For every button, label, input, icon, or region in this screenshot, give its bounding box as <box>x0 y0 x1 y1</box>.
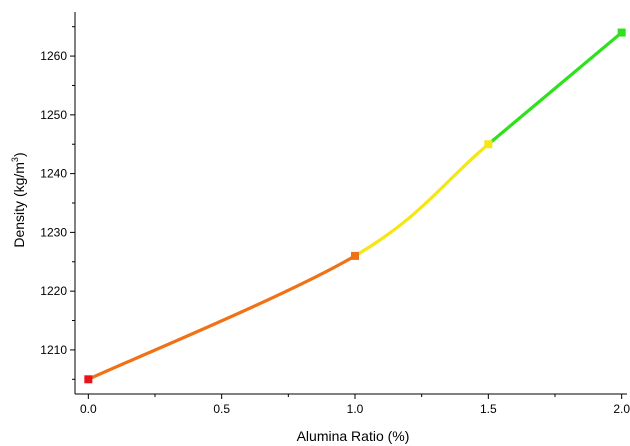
y-axis-title: Density (kg/m3) <box>10 152 27 247</box>
y-axis-title-tail: ) <box>11 152 27 157</box>
data-point-marker <box>84 375 93 384</box>
x-tick-label: 0.0 <box>80 402 97 416</box>
y-axis-title-main: Density (kg/m <box>11 162 27 248</box>
plot-area <box>84 28 626 384</box>
x-axis-title: Alumina Ratio (%) <box>297 428 410 444</box>
y-tick-label: 1210 <box>40 343 67 357</box>
axes: 0.0 0.5 1.0 1.5 2.0 1210 1220 1230 1240 1250 1260 <box>40 12 630 416</box>
x-tick-label: 1.5 <box>480 402 497 416</box>
x-tick-label: 0.5 <box>213 402 230 416</box>
y-tick-label: 1220 <box>40 284 67 298</box>
x-tick-label: 2.0 <box>613 402 630 416</box>
y-tick-label: 1240 <box>40 167 67 181</box>
series-line-segment <box>486 30 624 146</box>
data-point-marker <box>484 140 493 149</box>
series-line-segment <box>86 254 357 381</box>
y-tick-label: 1250 <box>40 108 67 122</box>
y-axis-title-sup: 3 <box>10 157 20 162</box>
series-line-segment <box>353 142 490 258</box>
x-tick-label: 1.0 <box>347 402 364 416</box>
y-tick-label: 1260 <box>40 49 67 63</box>
data-point-marker <box>351 251 359 260</box>
data-point-marker <box>617 28 626 37</box>
y-tick-label: 1230 <box>40 225 67 239</box>
